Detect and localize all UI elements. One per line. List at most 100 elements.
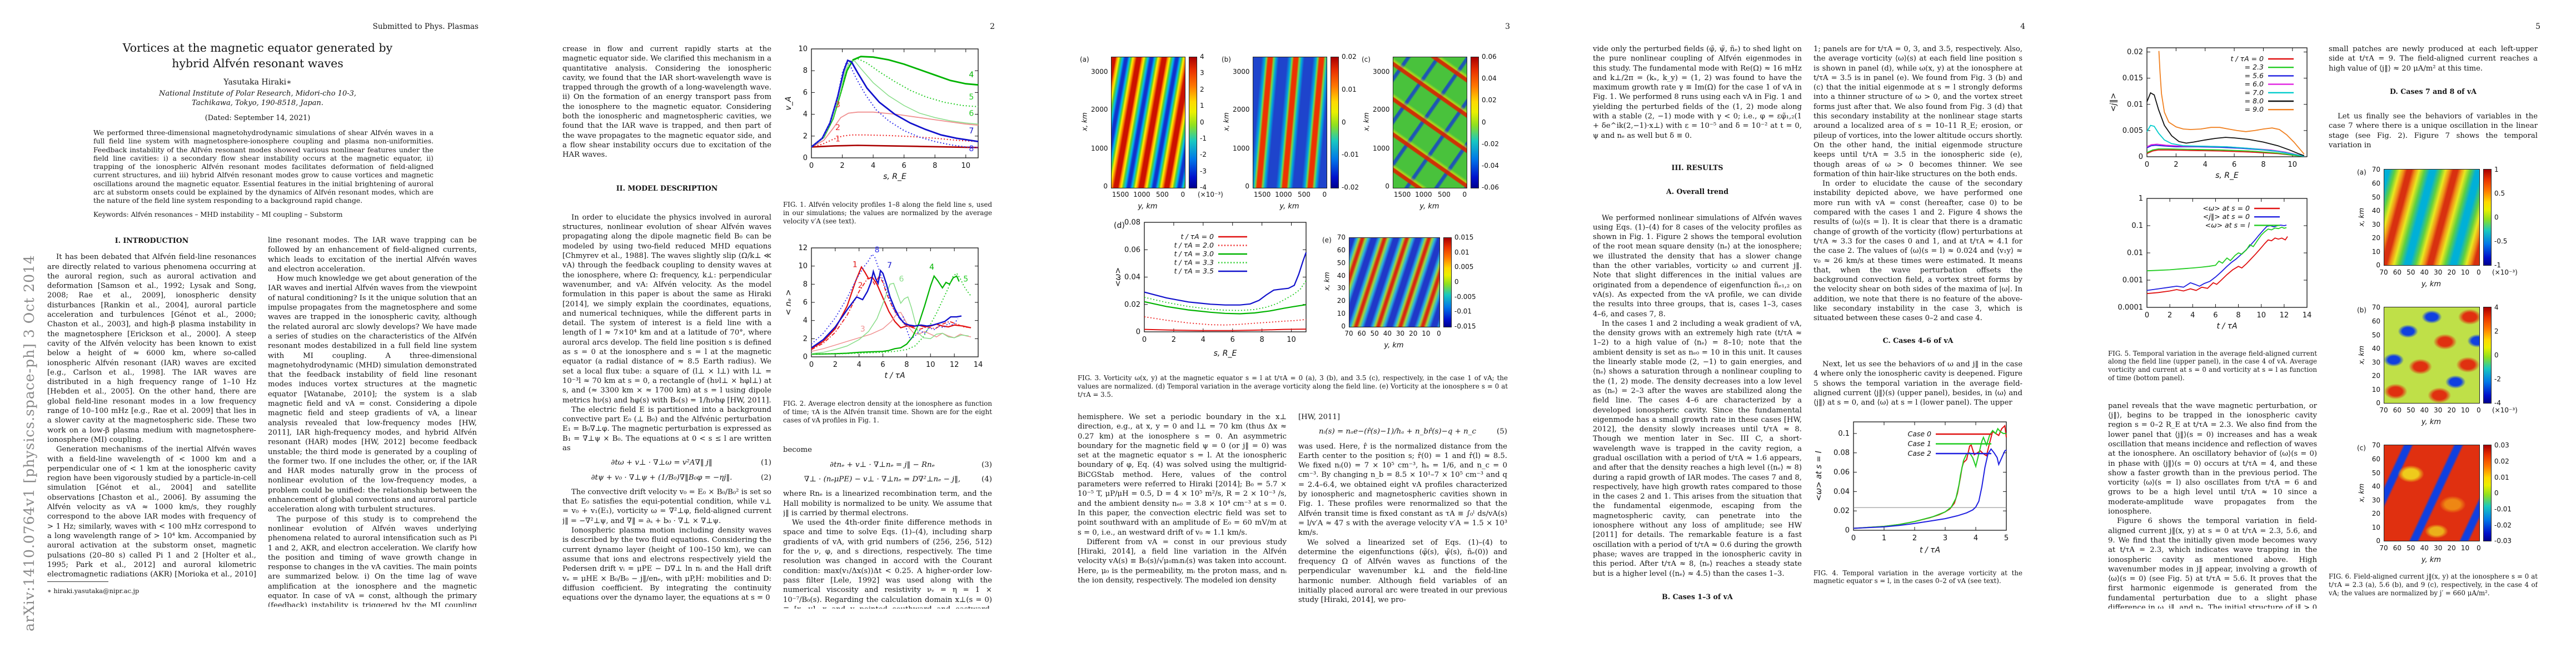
- svg-text:8: 8: [1259, 336, 1264, 344]
- colorbar-tick-label: 0: [1342, 118, 1346, 126]
- svg-text:0.005: 0.005: [2122, 127, 2143, 135]
- colorbar-tick-label: 0.02: [1482, 96, 1497, 104]
- svg-text:<ω> at s = 0: <ω> at s = 0: [2203, 204, 2250, 212]
- page5-right-column: small patches are newly produced at each…: [2329, 44, 2538, 609]
- figure-5-lower-chart: 0 2 4 6 8 10 12 14 1 0.1 0.01 0.001 0.0001 <ω> at s =…: [2108, 194, 2317, 337]
- svg-text:0.01: 0.01: [2127, 249, 2143, 257]
- subsection-heading-cases-1-3: B. Cases 1–3 of vA: [1662, 592, 1733, 601]
- page-1: arXiv:1410.0764v1 [physics.space-ph] 3 O…: [0, 0, 515, 667]
- page4-right-paragraphs-2: Next, let us see the behaviors of ω and …: [1813, 360, 2022, 407]
- colorbar-tick-label: -1: [1200, 134, 1207, 142]
- svg-text:8: 8: [803, 67, 808, 75]
- svg-text:<j‖> at s = 0: <j‖> at s = 0: [2203, 212, 2250, 221]
- y-tick-label: 60: [2371, 179, 2380, 187]
- y-tick-label: 70: [2371, 441, 2380, 450]
- series-6: [811, 59, 979, 148]
- colorbar-scale-note: (×10⁻³): [1198, 191, 1223, 198]
- svg-text:0.08: 0.08: [1124, 218, 1140, 227]
- y-tick-label: 1000: [1091, 144, 1108, 152]
- page5-right-paragraphs-1: small patches are newly produced at each…: [2329, 44, 2538, 73]
- paragraph: 1; panels are for t/τA = 0, 3, and 3.5, …: [1813, 45, 2022, 178]
- svg-text:= 5.6: = 5.6: [2245, 71, 2264, 79]
- x-tick-label: 30: [1396, 330, 1405, 337]
- paragraph: where Rnₑ is a linearized recombination …: [783, 490, 992, 517]
- series-2: [1853, 448, 2007, 529]
- paragraph: vide only the perturbed fields (φ̃, ψ̃, …: [1593, 45, 1802, 140]
- x-tick-label: 0: [1462, 191, 1467, 198]
- series-1: [2146, 148, 2304, 157]
- svg-text:s, R_E: s, R_E: [1214, 349, 1237, 358]
- page3-left-paragraphs: hemisphere. We set a periodic boundary i…: [1078, 412, 1287, 585]
- colorbar-tick-label: 4: [1200, 53, 1204, 61]
- svg-text:10: 10: [1287, 336, 1296, 344]
- svg-text:0.04: 0.04: [1833, 488, 1850, 496]
- y-tick-label: 40: [2371, 345, 2380, 353]
- svg-text:3: 3: [1943, 534, 1947, 542]
- y-tick-label: 3000: [1091, 68, 1108, 76]
- x-tick-label: 1500: [1393, 191, 1411, 198]
- page2-right-paragraphs: where Rnₑ is a linearized recombination …: [783, 489, 992, 609]
- figure-3-panel-c: (c) 3000 2000 1000 0 x, km 1500 1000 500 0 y, km 0.…: [1362, 50, 1527, 221]
- heatmap-plot: [1253, 57, 1327, 188]
- y-tick-label: 2000: [1373, 106, 1390, 114]
- series-2: [1144, 301, 1307, 315]
- y-tick-label: 60: [2371, 317, 2380, 325]
- page4-left-paragraphs-2: We performed nonlinear simulations of Al…: [1593, 213, 1802, 579]
- colorbar-tick-label: 0: [1200, 118, 1204, 126]
- colorbar-tick-label: 0.06: [1482, 53, 1497, 61]
- svg-text:6: 6: [803, 88, 808, 97]
- equation-1-formula: ∂tω + v⊥ · ∇⊥ω = v²A∇‖ j‖: [611, 459, 712, 467]
- svg-text:v_A: v_A: [784, 97, 793, 111]
- chart-svg: 0 2 4 6 8 10 0 0.005 0.01 0.015 0.02 t / τA = 0= 2.…: [2109, 47, 2308, 180]
- svg-text:4: 4: [2190, 311, 2195, 320]
- page4-left-paragraphs-1: vide only the perturbed fields (φ̃, ψ̃, …: [1593, 44, 1802, 141]
- subsection-heading-cases-4-6: C. Cases 4–6 of vA: [1882, 336, 1954, 345]
- svg-text:1: 1: [2139, 195, 2143, 203]
- y-tick-label: 50: [2371, 193, 2380, 201]
- equation-3-formula: ∂tnₑ + v⊥ · ∇⊥nₑ = j‖ − Rnₑ: [830, 460, 935, 469]
- svg-text:12: 12: [798, 244, 808, 252]
- svg-text:10: 10: [961, 162, 971, 170]
- paragraph: In order to elucidate the physics involv…: [562, 213, 771, 405]
- subsection-heading-cases-7-8: D. Cases 7 and 8 of vA: [2389, 87, 2477, 96]
- svg-text:2: 2: [803, 335, 808, 343]
- paragraph: In the cases 1 and 2 including a weak gr…: [1593, 319, 1802, 578]
- section-heading-introduction: I. INTRODUCTION: [114, 236, 189, 245]
- x-tick-label: 70: [2379, 544, 2388, 552]
- panel-label: (a): [2357, 168, 2366, 177]
- curve-label: 4: [929, 263, 934, 272]
- colorbar: [1189, 57, 1197, 188]
- svg-text:5: 5: [2004, 534, 2009, 542]
- svg-text:0: 0: [803, 353, 808, 361]
- colorbar-tick-label: -3: [1200, 167, 1207, 175]
- page-3: 3 (a) 3000 2000 1000 0 x, km 1500 1000 500 0 y, km…: [1030, 0, 1546, 667]
- paragraph: How much knowledge we get about generati…: [268, 275, 477, 514]
- x-tick-label: 0: [1180, 191, 1185, 198]
- y-tick-label: 2000: [1091, 106, 1108, 114]
- x-tick-label: 500: [1437, 191, 1451, 198]
- colorbar-tick-label: 1: [2494, 166, 2499, 174]
- figure-3-caption: FIG. 3. Vorticity ω(x, y) at the magneti…: [1078, 374, 1508, 399]
- x-axis-label: y, km: [1138, 202, 1158, 211]
- svg-text:0.001: 0.001: [2122, 276, 2143, 285]
- curve-label: 2: [858, 281, 863, 290]
- figure-3-panel-a: (a) 3000 2000 1000 0 x, km 1500 1000 500 0 y, km 4 3…: [1080, 50, 1245, 221]
- colorbar-tick-label: 0.04: [1482, 74, 1497, 83]
- x-axis-label: y, km: [1279, 202, 1299, 211]
- svg-text:<ω> at s = l: <ω> at s = l: [1815, 451, 1823, 501]
- x-axis-label: y, km: [1384, 341, 1404, 350]
- page3-left-column: hemisphere. We set a periodic boundary i…: [1078, 412, 1287, 608]
- x-axis-label: y, km: [1419, 202, 1439, 211]
- y-tick-label: 1000: [1233, 144, 1250, 152]
- x-tick-label: 10: [2460, 406, 2470, 415]
- x-tick-label: 1000: [1133, 191, 1150, 198]
- figure-2-chart: 0 2 4 6 8 10 12 14 0 2 4 6 8 10 12 1 2 3 8 7 6 4 5 t / τA < nₑ >: [783, 243, 992, 386]
- x-tick-label: 40: [2420, 406, 2429, 415]
- series-5: [811, 282, 969, 354]
- title-line-2: hybrid Alfvén resonant waves: [172, 57, 343, 70]
- page-number: 3: [1505, 22, 1510, 31]
- x-tick-label: 70: [2379, 268, 2388, 277]
- svg-text:t / τA: t / τA: [884, 371, 905, 380]
- svg-text:0: 0: [803, 154, 808, 162]
